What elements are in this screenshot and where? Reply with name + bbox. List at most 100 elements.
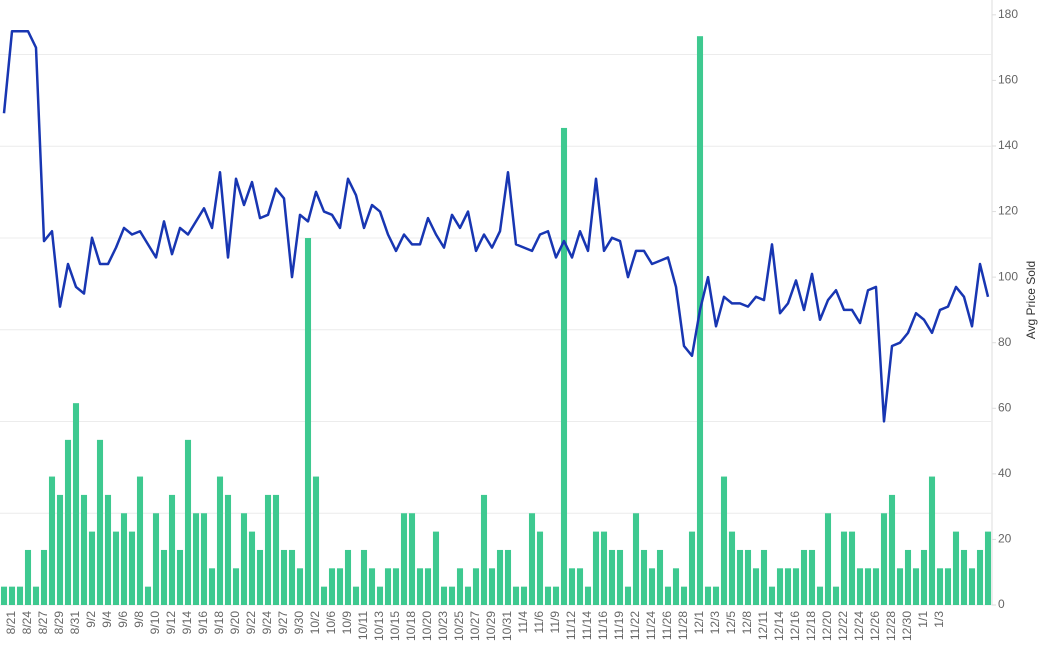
bar — [664, 586, 672, 605]
bar — [416, 568, 424, 605]
bar — [216, 476, 224, 605]
bar — [136, 476, 144, 605]
bar — [440, 586, 448, 605]
x-tick-label: 12/11 — [756, 611, 770, 640]
bar — [208, 568, 216, 605]
bar — [864, 568, 872, 605]
x-tick-label: 12/8 — [740, 611, 754, 635]
bar — [256, 549, 264, 605]
bar — [152, 513, 160, 605]
bar — [648, 568, 656, 605]
y2-tick-label: 140 — [998, 138, 1018, 152]
bar — [168, 494, 176, 605]
bar — [24, 549, 32, 605]
bar — [296, 568, 304, 605]
bar — [720, 476, 728, 605]
bar — [808, 549, 816, 605]
x-tick-label: 10/2 — [308, 611, 322, 635]
bar — [344, 549, 352, 605]
bar — [672, 568, 680, 605]
x-tick-label: 9/12 — [164, 611, 178, 635]
bar — [336, 568, 344, 605]
bar — [512, 586, 520, 605]
bar — [976, 549, 984, 605]
bar — [408, 513, 416, 605]
bar — [112, 531, 120, 605]
y2-tick-label: 0 — [998, 597, 1005, 611]
y2-tick-label: 120 — [998, 204, 1018, 218]
bar — [944, 568, 952, 605]
x-tick-label: 9/22 — [244, 611, 258, 635]
x-tick-label: 12/5 — [724, 611, 738, 635]
bar — [368, 568, 376, 605]
x-tick-label: 9/18 — [212, 611, 226, 635]
x-tick-label: 9/30 — [292, 611, 306, 635]
x-tick-label: 10/23 — [436, 611, 450, 641]
x-tick-label: 10/29 — [484, 611, 498, 641]
x-tick-label: 12/26 — [868, 611, 882, 641]
bar — [752, 568, 760, 605]
bar — [392, 568, 400, 605]
bar — [312, 476, 320, 605]
bar — [696, 36, 704, 605]
bar — [496, 549, 504, 605]
bar — [288, 549, 296, 605]
x-tick-label: 12/22 — [836, 611, 850, 641]
bar — [792, 568, 800, 605]
x-tick-label: 11/9 — [548, 611, 562, 634]
x-tick-label: 9/4 — [100, 611, 114, 628]
x-tick-label: 10/18 — [404, 611, 418, 641]
bar — [128, 531, 136, 605]
bar — [776, 568, 784, 605]
x-tick-label: 1/3 — [932, 611, 946, 628]
bar — [504, 549, 512, 605]
line — [2, 29, 990, 423]
x-tick-label: 10/31 — [500, 611, 514, 641]
x-tick-label: 11/4 — [516, 611, 530, 634]
bar — [640, 549, 648, 605]
bar — [304, 238, 312, 605]
x-tick-label: 11/22 — [628, 611, 642, 640]
x-tick-label: 9/10 — [148, 611, 162, 635]
x-tick-label: 9/24 — [260, 611, 274, 635]
bar — [48, 476, 56, 605]
bar — [536, 531, 544, 605]
bar — [928, 476, 936, 605]
x-tick-label: 10/20 — [420, 611, 434, 641]
x-tick-label: 11/12 — [564, 611, 578, 640]
bar — [840, 531, 848, 605]
bar — [768, 586, 776, 605]
bar — [896, 568, 904, 605]
bar — [384, 568, 392, 605]
x-tick-label: 12/24 — [852, 611, 866, 641]
x-tick-label: 8/24 — [20, 611, 34, 635]
bar — [848, 531, 856, 605]
bar — [616, 549, 624, 605]
bar — [176, 549, 184, 605]
y2-tick-label: 40 — [998, 466, 1012, 480]
x-tick-label: 9/8 — [132, 611, 146, 628]
bar — [424, 568, 432, 605]
bar — [528, 513, 536, 605]
bar — [320, 586, 328, 605]
x-tick-label: 11/16 — [596, 611, 610, 640]
bar — [600, 531, 608, 605]
bar — [704, 586, 712, 605]
bar — [240, 513, 248, 605]
bar — [88, 531, 96, 605]
x-tick-label: 8/29 — [52, 611, 66, 635]
x-tick-label: 12/3 — [708, 611, 722, 635]
bar — [248, 531, 256, 605]
bar — [936, 568, 944, 605]
x-tick-label: 10/27 — [468, 611, 482, 641]
bar — [8, 586, 16, 605]
x-tick-label: 9/14 — [180, 611, 194, 635]
bar — [656, 549, 664, 605]
bar — [712, 586, 720, 605]
y2-tick-label: 160 — [998, 73, 1018, 87]
bar — [816, 586, 824, 605]
bar — [728, 531, 736, 605]
x-tick-label: 10/25 — [452, 611, 466, 641]
bar — [856, 568, 864, 605]
